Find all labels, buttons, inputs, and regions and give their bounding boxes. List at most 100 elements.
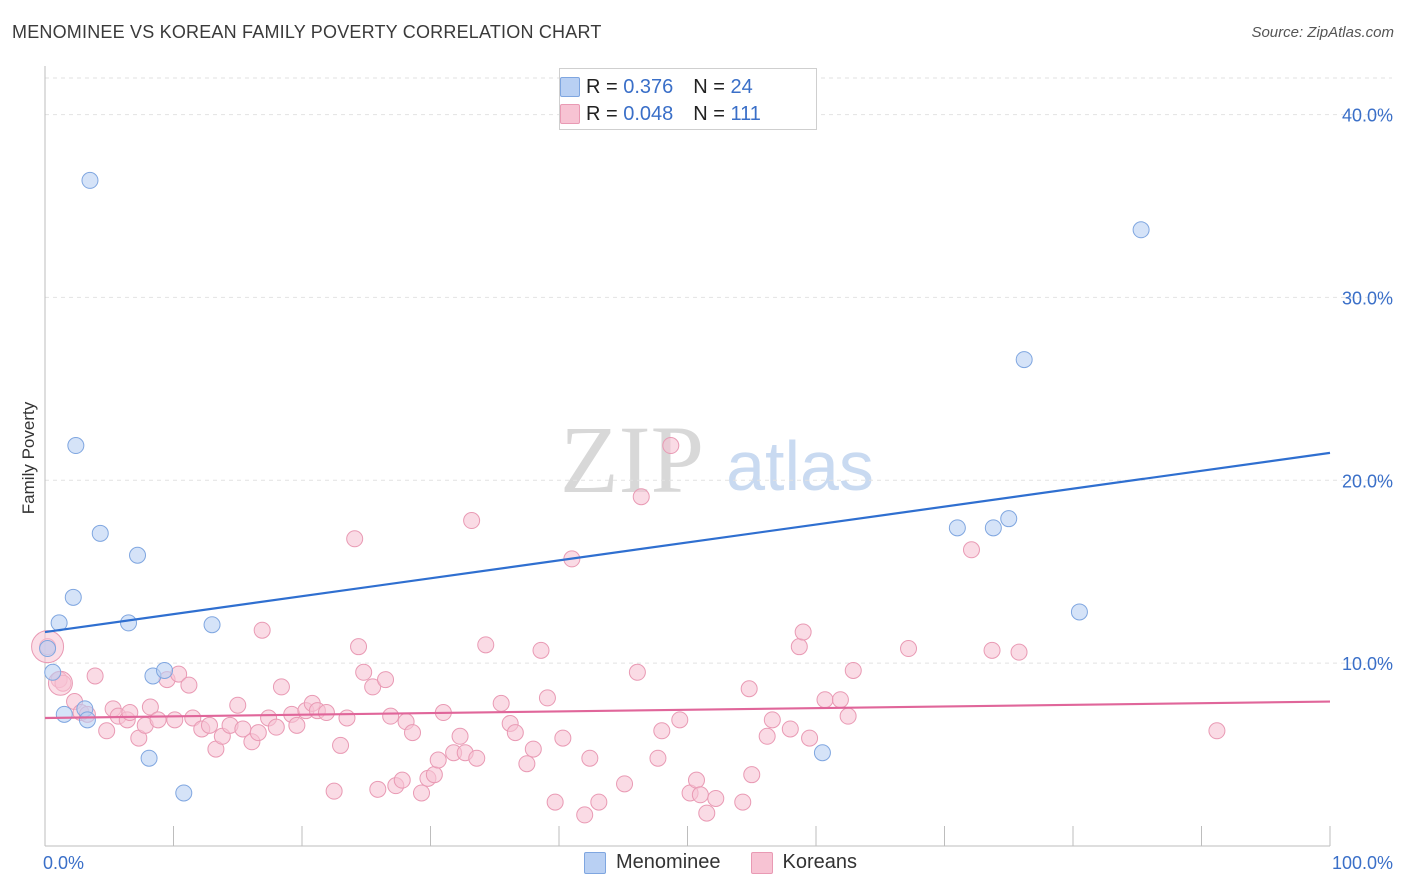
x-tick-label: 100.0%: [1332, 853, 1393, 873]
menominee-point: [1132, 221, 1150, 239]
koreans-point: [404, 724, 422, 742]
correlation-legend: R = 0.376 N = 24 R = 0.048 N = 111: [559, 68, 817, 130]
koreans-point: [1010, 643, 1028, 661]
koreans-point: [253, 621, 271, 639]
menominee-points: [39, 171, 1150, 802]
koreans-point: [338, 709, 356, 727]
koreans-point: [86, 667, 104, 685]
koreans-point: [288, 716, 306, 734]
menominee-point: [1015, 351, 1033, 369]
koreans-point: [687, 771, 705, 789]
chart-title: MENOMINEE VS KOREAN FAMILY POVERTY CORRE…: [12, 22, 602, 42]
koreans-point: [790, 638, 808, 656]
koreans-point: [506, 724, 524, 742]
koreans-point: [377, 671, 395, 689]
menominee-point: [39, 640, 57, 658]
koreans-point: [451, 727, 469, 745]
koreans-point: [671, 711, 689, 729]
koreans-point: [425, 766, 443, 784]
legend-n-label: N =: [693, 102, 725, 125]
koreans-point: [763, 711, 781, 729]
menominee-point: [129, 546, 147, 564]
menominee-point: [91, 524, 109, 542]
koreans-point: [649, 749, 667, 767]
koreans-point: [317, 704, 335, 722]
koreans-point: [463, 512, 481, 530]
koreans-point: [229, 696, 247, 714]
koreans-point: [477, 636, 495, 654]
koreans-point: [141, 698, 159, 716]
legend-n-value: 111: [730, 102, 761, 125]
koreans-point: [801, 729, 819, 747]
koreans-point: [900, 640, 918, 658]
koreans-point: [429, 751, 447, 769]
watermark-atlas: atlas: [726, 427, 874, 505]
koreans-point: [166, 711, 184, 729]
menominee-point: [55, 705, 73, 723]
koreans-point: [691, 786, 709, 804]
koreans-point: [632, 488, 650, 506]
koreans-point: [369, 780, 387, 798]
series-legend: Menominee Koreans: [584, 851, 887, 874]
koreans-point: [816, 691, 834, 709]
koreans-point: [492, 694, 510, 712]
menominee-point: [813, 744, 831, 762]
menominee-swatch: [560, 77, 580, 97]
koreans-point: [707, 789, 725, 807]
menominee-point: [120, 614, 138, 632]
x-tick-label: 0.0%: [43, 853, 84, 873]
koreans-point: [983, 641, 1001, 659]
menominee-point: [175, 784, 193, 802]
koreans-point: [794, 623, 812, 641]
menominee-point: [984, 519, 1002, 537]
koreans-point: [98, 722, 116, 740]
y-tick-label: 30.0%: [1342, 288, 1393, 308]
koreans-point: [325, 782, 343, 800]
legend-row-menominee: R = 0.376 N = 24: [560, 74, 753, 100]
koreans-point: [740, 680, 758, 698]
koreans-point: [121, 704, 139, 722]
koreans-point: [590, 793, 608, 811]
koreans-point: [758, 727, 776, 745]
koreans-point: [393, 771, 411, 789]
menominee-trend-line: [44, 451, 1331, 634]
source-label: Source: ZipAtlas.com: [1251, 24, 1394, 41]
koreans-point: [382, 707, 400, 725]
koreans-point: [781, 720, 799, 738]
koreans-point: [346, 530, 364, 548]
legend-r-label: R =: [586, 75, 618, 98]
legend-r-value: 0.048: [623, 102, 674, 125]
legend-row-koreans: R = 0.048 N = 111: [560, 101, 761, 127]
koreans-point: [844, 661, 862, 679]
koreans-point: [581, 749, 599, 767]
menominee-point: [64, 588, 82, 606]
koreans-point: [662, 437, 680, 455]
menominee-point: [44, 663, 62, 681]
koreans-point: [743, 766, 761, 784]
koreans-point: [734, 793, 752, 811]
koreans-point: [200, 716, 218, 734]
koreans-trend-line: [44, 700, 1331, 720]
menominee-point: [140, 749, 158, 767]
koreans-point: [628, 663, 646, 681]
menominee-point: [1070, 603, 1088, 621]
koreans-point: [364, 678, 382, 696]
legend-item-menominee: Menominee: [584, 851, 721, 874]
legend-r-value: 0.376: [623, 75, 674, 98]
legend-label-koreans: Koreans: [782, 851, 858, 873]
koreans-point: [1208, 722, 1226, 740]
koreans-point: [962, 541, 980, 559]
menominee-point: [67, 437, 85, 455]
y-tick-label: 40.0%: [1342, 106, 1393, 126]
y-axis-label: Family Poverty: [19, 401, 38, 514]
y-tick-label: 20.0%: [1342, 471, 1393, 491]
legend-item-koreans: Koreans: [750, 851, 858, 874]
koreans-point: [267, 718, 285, 736]
koreans-swatch: [560, 104, 580, 124]
trend-lines: [44, 451, 1331, 720]
y-tick-label: 10.0%: [1342, 654, 1393, 674]
koreans-point: [616, 775, 634, 793]
menominee-point: [1000, 510, 1018, 528]
watermark: ZIP atlas: [560, 406, 874, 513]
